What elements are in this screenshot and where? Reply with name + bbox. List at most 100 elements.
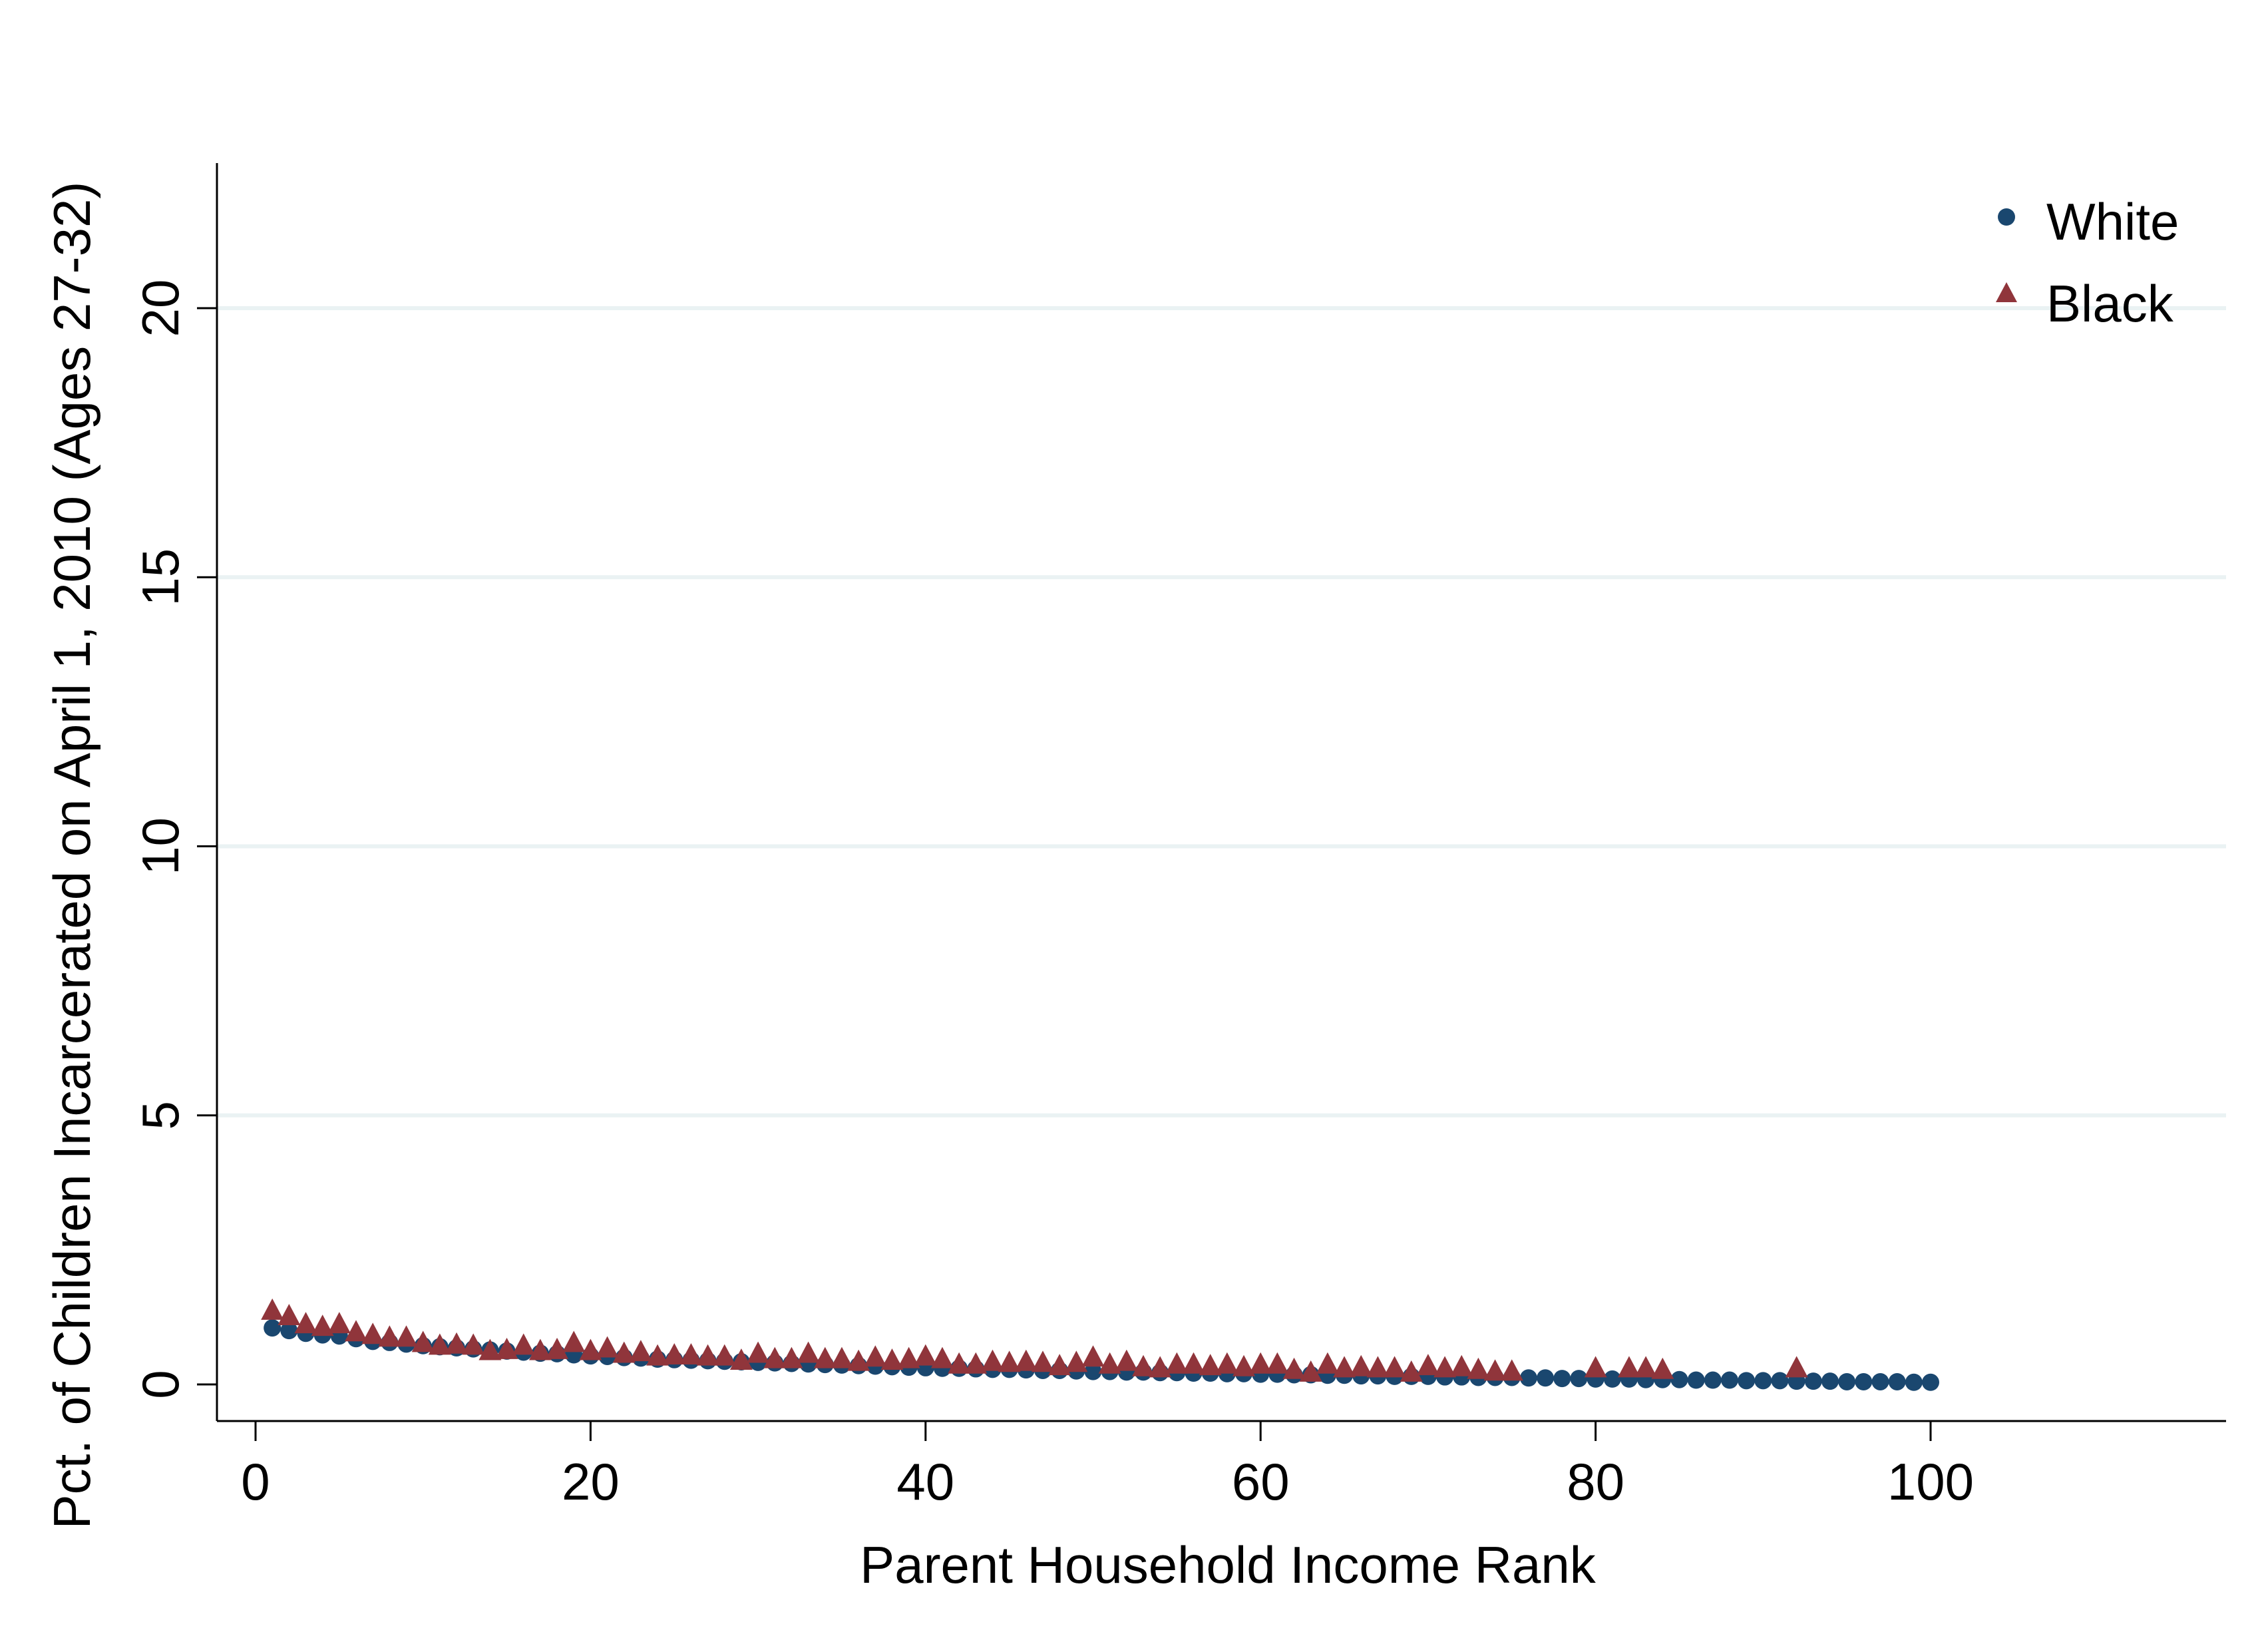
point-black [713,1344,736,1366]
x-axis-label: Parent Household Income Rank [860,1536,1597,1594]
point-black [294,1312,317,1334]
point-white [1855,1372,1873,1390]
point-black [1081,1345,1105,1367]
point-black [1483,1359,1507,1381]
point-black [395,1325,418,1347]
point-black [1215,1352,1238,1374]
point-black [311,1315,334,1337]
point-black [495,1337,518,1359]
point-black [445,1332,469,1354]
point-white [1084,1362,1102,1380]
point-black [546,1337,569,1359]
point-black [1333,1356,1356,1378]
point-black [948,1352,971,1374]
point-white [1537,1369,1555,1387]
point-black [1266,1352,1289,1374]
point-black [1149,1356,1172,1378]
point-black [1299,1360,1322,1382]
point-black [1584,1356,1607,1378]
point-white [1720,1371,1738,1389]
point-black [1165,1352,1189,1374]
point-black [847,1349,870,1371]
point-white [1754,1372,1772,1390]
point-black [914,1344,937,1366]
x-tick-label: 40 [896,1452,954,1511]
y-tick-label: 20 [131,280,190,337]
point-white [1804,1372,1822,1390]
point-black [428,1333,451,1355]
point-black [696,1344,719,1366]
point-black [880,1348,904,1370]
legend-black-label: Black [2046,274,2174,333]
point-black [1182,1352,1205,1374]
x-ticks: 0 20 40 60 80 100 [241,1421,1974,1511]
point-black [1617,1356,1640,1378]
legend: White Black [1996,192,2179,333]
point-black [1400,1360,1423,1382]
point-white [1519,1369,1537,1387]
legend-white-label: White [2046,192,2179,251]
point-black [981,1349,1004,1371]
point-black [1048,1354,1071,1376]
point-black [1785,1356,1808,1378]
point-black [897,1346,920,1368]
point-black [1065,1350,1088,1372]
point-black [361,1323,385,1344]
point-black [1031,1350,1054,1372]
x-tick-label: 20 [562,1452,620,1511]
legend-white-marker [1998,208,2015,226]
point-black [830,1346,853,1368]
point-black [1634,1356,1658,1378]
point-black [864,1345,887,1367]
gridlines [217,306,2226,1118]
point-black [729,1348,753,1370]
point-black [813,1346,837,1368]
point-white [1553,1370,1571,1388]
y-ticks: 0 5 10 15 20 [131,280,217,1399]
point-black [345,1320,368,1342]
point-black [1467,1357,1490,1379]
series-black-points [261,1298,1808,1382]
point-black [763,1346,787,1368]
point-black [462,1333,485,1355]
point-black [679,1342,703,1364]
point-black [1232,1354,1256,1376]
point-white [1603,1370,1621,1388]
point-black [998,1350,1021,1372]
point-black [1132,1354,1155,1376]
point-black [411,1331,435,1352]
point-black [1115,1349,1138,1371]
point-white [1771,1372,1789,1390]
point-white [280,1322,298,1340]
point-black [1450,1354,1473,1376]
point-black [1383,1356,1406,1378]
point-black [1014,1349,1038,1371]
point-white [1704,1371,1722,1389]
point-white [1670,1370,1688,1388]
point-black [562,1331,586,1352]
point-black [1282,1357,1306,1379]
point-black [930,1346,954,1368]
x-tick-label: 0 [241,1452,270,1511]
point-black [1500,1359,1523,1381]
point-black [261,1298,284,1320]
point-white [1888,1372,1906,1390]
point-black [327,1312,351,1334]
y-tick-label: 10 [131,817,190,875]
x-tick-label: 100 [1887,1452,1974,1511]
point-white [264,1319,282,1337]
point-white [1821,1372,1839,1390]
y-axis-label: Pct. of Children Incarcerated on April 1… [43,182,101,1530]
point-black [1433,1356,1457,1378]
point-black [797,1341,820,1363]
point-black [1199,1354,1222,1376]
point-white [1570,1370,1588,1388]
point-black [1366,1356,1390,1378]
x-tick-label: 80 [1567,1452,1624,1511]
point-black [747,1341,770,1363]
point-white [1871,1372,1889,1390]
point-black [596,1336,619,1358]
x-tick-label: 60 [1232,1452,1290,1511]
